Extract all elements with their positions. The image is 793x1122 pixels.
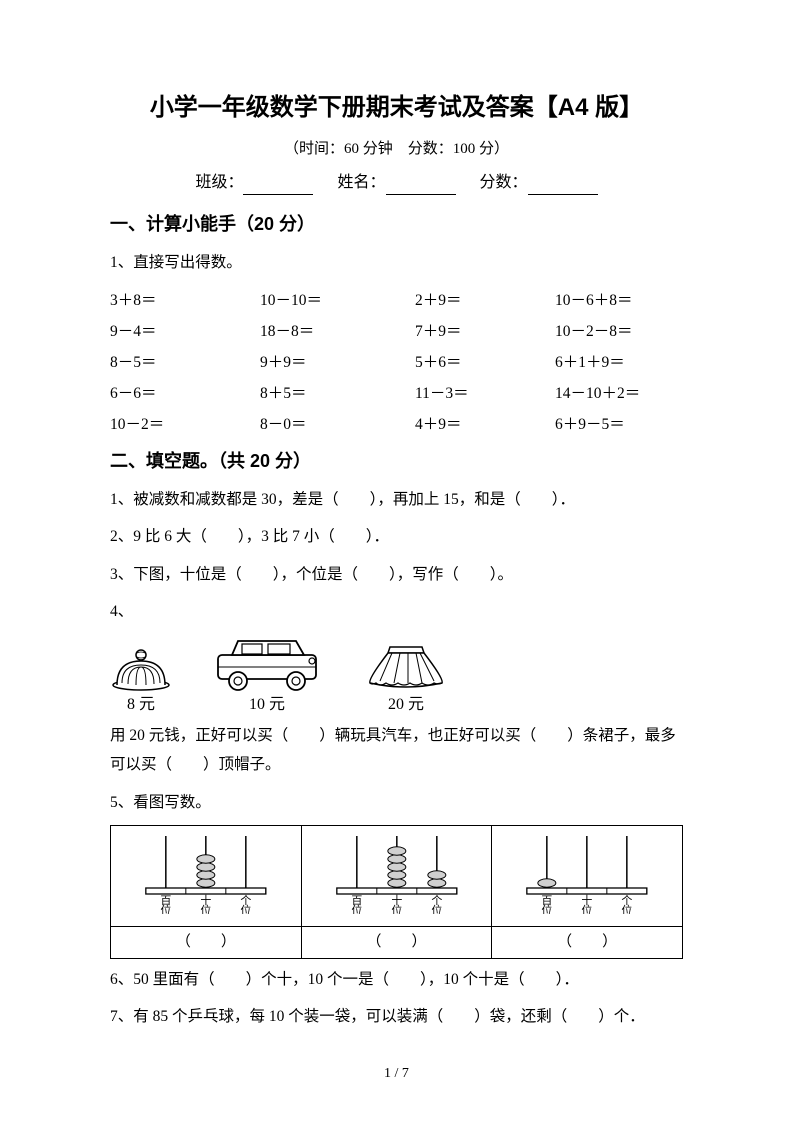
skirt-icon bbox=[362, 641, 450, 691]
calc-cell: 10－6＋8＝ bbox=[555, 285, 685, 316]
car-icon bbox=[212, 635, 322, 691]
section2-q7: 7、有 85 个乒乓球，每 10 个装一袋，可以装满（ ）袋，还剩（ ）个． bbox=[110, 1002, 683, 1031]
section2-title: 二、填空题。（共 20 分） bbox=[110, 448, 683, 475]
section2-q2: 2、9 比 6 大（ ），3 比 7 小（ ）． bbox=[110, 522, 683, 551]
page-number: 1 / 7 bbox=[0, 1063, 793, 1084]
calc-cell: 7＋9＝ bbox=[415, 316, 555, 347]
abacus-icon: 百位十位个位 bbox=[496, 830, 678, 914]
calc-cell: 9＋9＝ bbox=[260, 347, 415, 378]
skirt-item: 20 元 bbox=[362, 641, 450, 717]
calc-cell: 18－8＝ bbox=[260, 316, 415, 347]
exam-time: 60 分钟 bbox=[344, 141, 393, 157]
section1-q1: 1、直接写出得数。 bbox=[110, 248, 683, 277]
calc-cell: 11－3＝ bbox=[415, 378, 555, 409]
abacus-cell-3: 百位十位个位 bbox=[492, 826, 683, 927]
skirt-price: 20 元 bbox=[362, 693, 450, 717]
calc-cell: 4＋9＝ bbox=[415, 409, 555, 440]
subtitle-mid: 分数： bbox=[393, 141, 453, 157]
name-label: 姓名： bbox=[337, 174, 385, 191]
abacus-answer[interactable]: （ ） bbox=[111, 927, 302, 959]
svg-text:位: 位 bbox=[542, 903, 553, 914]
abacus-icon: 百位十位个位 bbox=[306, 830, 488, 914]
section1-title: 一、计算小能手（20 分） bbox=[110, 211, 683, 238]
svg-text:位: 位 bbox=[351, 903, 362, 914]
calc-row: 3＋8＝ 10－10＝ 2＋9＝ 10－6＋8＝ bbox=[110, 285, 683, 316]
abacus-answer[interactable]: （ ） bbox=[301, 927, 492, 959]
calc-cell: 6＋9－5＝ bbox=[555, 409, 685, 440]
svg-text:位: 位 bbox=[582, 903, 593, 914]
score-blank[interactable] bbox=[528, 177, 598, 195]
calc-cell: 10－10＝ bbox=[260, 285, 415, 316]
items-row: 8 元 10 元 20 元 bbox=[110, 635, 683, 717]
subtitle-suffix: ） bbox=[494, 141, 509, 157]
svg-text:位: 位 bbox=[240, 903, 251, 914]
calc-cell: 14－10＋2＝ bbox=[555, 378, 685, 409]
section2-q6: 6、50 里面有（ ）个十，10 个一是（ ），10 个十是（ ）． bbox=[110, 965, 683, 994]
abacus-answer[interactable]: （ ） bbox=[492, 927, 683, 959]
calc-grid: 3＋8＝ 10－10＝ 2＋9＝ 10－6＋8＝ 9－4＝ 18－8＝ 7＋9＝… bbox=[110, 285, 683, 440]
abacus-cell-2: 百位十位个位 bbox=[301, 826, 492, 927]
subtitle-prefix: （时间： bbox=[284, 141, 344, 157]
exam-subtitle: （时间：60 分钟 分数：100 分） bbox=[110, 138, 683, 161]
calc-cell: 6＋1＋9＝ bbox=[555, 347, 685, 378]
calc-row: 6－6＝ 8＋5＝ 11－3＝ 14－10＋2＝ bbox=[110, 378, 683, 409]
calc-cell: 6－6＝ bbox=[110, 378, 260, 409]
svg-text:位: 位 bbox=[200, 903, 211, 914]
info-line: 班级： 姓名： 分数： bbox=[110, 171, 683, 195]
hat-item: 8 元 bbox=[110, 645, 172, 717]
section2-q4-label: 4、 bbox=[110, 597, 683, 626]
section2-q1: 1、被减数和减数都是 30，差是（ ），再加上 15，和是（ ）． bbox=[110, 485, 683, 514]
calc-cell: 8＋5＝ bbox=[260, 378, 415, 409]
car-item: 10 元 bbox=[212, 635, 322, 717]
calc-row: 10－2＝ 8－0＝ 4＋9＝ 6＋9－5＝ bbox=[110, 409, 683, 440]
svg-text:位: 位 bbox=[622, 903, 633, 914]
car-price: 10 元 bbox=[212, 693, 322, 717]
section2-q4-text: 用 20 元钱，正好可以买（ ）辆玩具汽车，也正好可以买（ ）条裙子，最多可以买… bbox=[110, 721, 683, 780]
calc-cell: 8－0＝ bbox=[260, 409, 415, 440]
name-blank[interactable] bbox=[386, 177, 456, 195]
calc-cell: 5＋6＝ bbox=[415, 347, 555, 378]
svg-text:位: 位 bbox=[391, 903, 402, 914]
abacus-cell-1: 百位十位个位 bbox=[111, 826, 302, 927]
class-label: 班级： bbox=[195, 174, 243, 191]
calc-cell: 8－5＝ bbox=[110, 347, 260, 378]
calc-cell: 3＋8＝ bbox=[110, 285, 260, 316]
calc-cell: 10－2＝ bbox=[110, 409, 260, 440]
abacus-icon: 百位十位个位 bbox=[115, 830, 297, 914]
hat-icon bbox=[110, 645, 172, 691]
section2-q5-label: 5、看图写数。 bbox=[110, 788, 683, 817]
calc-row: 9－4＝ 18－8＝ 7＋9＝ 10－2－8＝ bbox=[110, 316, 683, 347]
calc-cell: 10－2－8＝ bbox=[555, 316, 685, 347]
svg-text:位: 位 bbox=[160, 903, 171, 914]
svg-text:位: 位 bbox=[431, 903, 442, 914]
hat-price: 8 元 bbox=[110, 693, 172, 717]
calc-cell: 9－4＝ bbox=[110, 316, 260, 347]
calc-cell: 2＋9＝ bbox=[415, 285, 555, 316]
exam-total: 100 分 bbox=[453, 141, 494, 157]
calc-row: 8－5＝ 9＋9＝ 5＋6＝ 6＋1＋9＝ bbox=[110, 347, 683, 378]
section2-q3: 3、下图，十位是（ ），个位是（ ），写作（ ）。 bbox=[110, 560, 683, 589]
class-blank[interactable] bbox=[243, 177, 313, 195]
abacus-table: 百位十位个位 百位十位个位 百位十位个位 （ ） （ ） （ ） bbox=[110, 825, 683, 959]
page-title: 小学一年级数学下册期末考试及答案【A4 版】 bbox=[110, 90, 683, 126]
score-label: 分数： bbox=[480, 174, 528, 191]
